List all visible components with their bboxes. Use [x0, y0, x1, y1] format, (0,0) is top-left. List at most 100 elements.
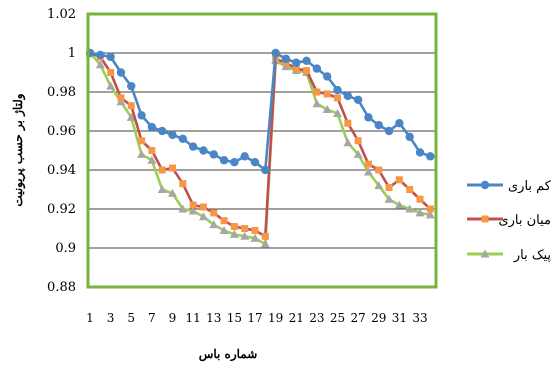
y-axis-ticks: 0.88 0.9 0.92 0.94 0.96 0.98 1 1.02: [47, 7, 76, 295]
series-1: [85, 48, 435, 175]
x-tick-label: 31: [392, 311, 407, 325]
data-point: [281, 54, 291, 64]
data-point: [117, 94, 125, 102]
data-point: [219, 156, 229, 165]
data-point: [426, 205, 434, 213]
data-point: [169, 164, 176, 172]
x-tick-label: 29: [371, 311, 386, 325]
data-point: [147, 122, 157, 132]
x-tick-label: 17: [247, 311, 262, 325]
data-point: [260, 239, 270, 248]
data-point: [158, 166, 166, 174]
x-tick-label: 3: [107, 311, 115, 325]
y-tick-label: 1: [68, 46, 76, 61]
data-point: [292, 65, 300, 73]
data-point: [137, 111, 146, 120]
data-point: [385, 184, 393, 192]
data-point: [415, 148, 425, 157]
legend-item-2: میان باری: [467, 213, 551, 228]
data-point: [127, 81, 136, 91]
series-layer: [85, 48, 435, 248]
y-tick-label: 0.98: [47, 85, 76, 100]
data-point: [312, 64, 322, 73]
series-line: [89, 51, 431, 172]
data-point: [240, 231, 250, 240]
data-point: [333, 85, 342, 95]
data-point: [219, 225, 229, 234]
x-tick-label: 23: [309, 311, 324, 325]
data-point: [178, 204, 188, 213]
data-point: [416, 195, 424, 203]
data-point: [209, 150, 218, 159]
y-axis-title: ولتاژ بر حسب پریونیت: [11, 93, 26, 206]
series-line: [89, 52, 431, 246]
y-tick-label: 0.9: [55, 241, 76, 256]
data-point: [405, 132, 414, 142]
data-point: [271, 48, 280, 58]
data-point: [199, 146, 208, 155]
data-point: [188, 142, 198, 151]
y-tick-label: 0.96: [47, 124, 76, 139]
data-point: [354, 137, 362, 145]
data-point: [148, 147, 156, 154]
data-point: [323, 90, 331, 98]
data-point: [261, 232, 269, 240]
data-point: [250, 233, 260, 242]
data-point: [375, 166, 383, 174]
x-tick-label: 13: [206, 311, 221, 325]
x-tick-label: 33: [412, 311, 427, 325]
data-point: [189, 201, 197, 209]
data-point: [250, 158, 260, 167]
legend-swatch-marker: [481, 215, 489, 223]
data-point: [425, 210, 435, 219]
data-point: [240, 152, 249, 161]
data-point: [106, 52, 115, 62]
data-point: [353, 95, 363, 105]
x-tick-label: 9: [169, 311, 177, 325]
data-point: [179, 180, 187, 188]
data-point: [157, 126, 167, 136]
data-point: [292, 58, 301, 67]
x-tick-label: 11: [185, 311, 200, 325]
data-point: [199, 203, 207, 211]
data-point: [333, 108, 342, 117]
data-point: [364, 113, 373, 122]
data-point: [229, 229, 239, 238]
y-tick-label: 0.92: [47, 202, 76, 217]
data-point: [303, 67, 311, 75]
x-tick-label: 27: [350, 311, 365, 325]
data-point: [302, 56, 311, 65]
legend-item-1: کم باری: [467, 179, 552, 194]
data-point: [126, 112, 136, 121]
series-3: [85, 48, 435, 248]
data-point: [95, 60, 105, 69]
data-point: [384, 126, 394, 136]
data-point: [334, 94, 341, 102]
data-point: [394, 200, 404, 209]
data-point: [415, 208, 425, 217]
data-point: [188, 206, 198, 215]
data-point: [405, 204, 415, 213]
data-point: [230, 223, 238, 231]
data-point: [364, 160, 372, 168]
data-point: [251, 226, 259, 234]
x-tick-label: 25: [330, 311, 345, 325]
legend-label: کم باری: [508, 179, 552, 194]
data-point: [96, 50, 105, 60]
data-point: [312, 99, 322, 108]
legend-item-3: پیک بار: [467, 248, 551, 263]
x-tick-label: 5: [127, 311, 135, 325]
data-point: [210, 209, 218, 217]
data-point: [147, 155, 157, 164]
legend-label: میان باری: [498, 213, 551, 228]
data-point: [406, 186, 414, 193]
data-point: [209, 220, 219, 229]
legend: کم باری میان باری پیک بار: [467, 179, 552, 263]
data-point: [322, 72, 332, 81]
series-2: [86, 49, 434, 240]
data-point: [313, 88, 321, 96]
legend-swatch-marker: [480, 249, 490, 258]
data-point: [168, 130, 177, 140]
data-point: [363, 167, 373, 176]
